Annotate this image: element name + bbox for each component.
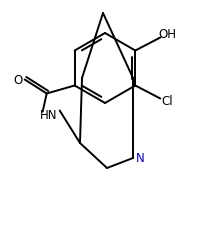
Text: OH: OH (158, 28, 176, 41)
Text: HN: HN (40, 109, 58, 122)
Text: O: O (13, 74, 22, 87)
Text: N: N (136, 151, 144, 165)
Text: Cl: Cl (162, 95, 173, 108)
